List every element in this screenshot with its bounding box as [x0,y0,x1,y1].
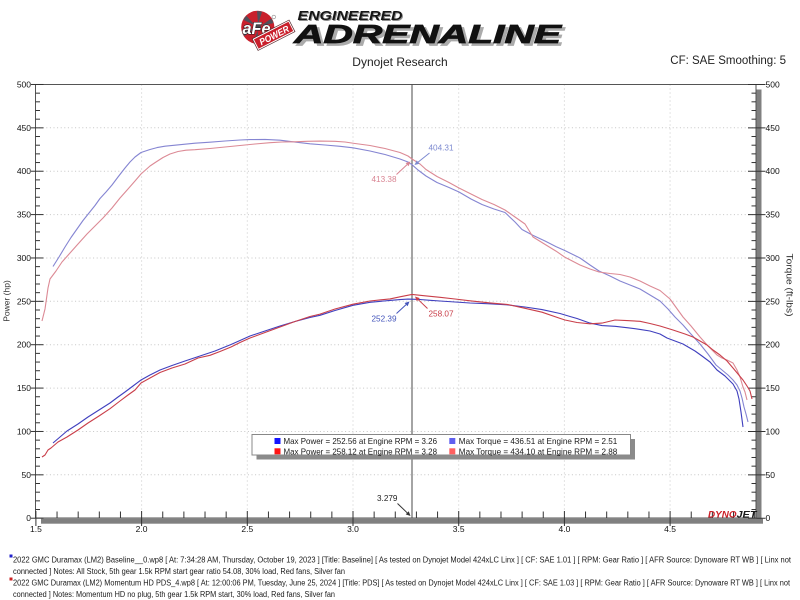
svg-text:450: 450 [17,123,31,133]
svg-text:300: 300 [766,253,780,263]
svg-text:3.279: 3.279 [377,494,398,503]
svg-text:0: 0 [26,513,31,523]
svg-text:Power (hp): Power (hp) [2,280,12,322]
svg-text:Max Torque = 436.51 at Engine: Max Torque = 436.51 at Engine RPM = 2.51 [459,437,618,446]
svg-text:4.0: 4.0 [558,524,570,534]
svg-text:450: 450 [766,123,780,133]
svg-text:50: 50 [766,470,776,480]
svg-text:ENGINEERED: ENGINEERED [299,10,404,24]
svg-text:CF: SAE Smoothing: 5: CF: SAE Smoothing: 5 [670,55,786,67]
svg-text:connected ] Notes: All Stock,: connected ] Notes: All Stock, 5th gear 1… [13,567,345,576]
svg-text:DYNO: DYNO [708,510,737,521]
svg-text:2.0: 2.0 [136,524,148,534]
svg-text:350: 350 [17,210,31,220]
svg-text:Max Torque = 434.10 at Engine: Max Torque = 434.10 at Engine RPM = 2.88 [459,447,618,456]
svg-text:ENGINEERED: ENGINEERED [298,9,403,23]
svg-text:2022 GMC Duramax (LM2) Momentu: 2022 GMC Duramax (LM2) Momentum HD PDS_4… [13,579,791,588]
svg-text:2022 GMC Duramax (LM2) Baselin: 2022 GMC Duramax (LM2) Baseline__0.wp8 [… [13,556,792,565]
svg-text:150: 150 [17,383,31,393]
svg-text:2.5: 2.5 [241,524,253,534]
svg-text:250: 250 [766,296,780,306]
svg-text:Torque (ft-lbs): Torque (ft-lbs) [785,254,795,317]
svg-text:0: 0 [766,513,771,523]
svg-text:100: 100 [17,427,31,437]
svg-text:ADRENALINE: ADRENALINE [292,19,562,49]
svg-text:Dynojet Research: Dynojet Research [352,55,447,69]
svg-text:connected ] Notes: Momentum HD: connected ] Notes: Momentum HD no plug, … [13,590,335,599]
svg-text:400: 400 [766,166,780,176]
svg-text:200: 200 [766,340,780,350]
svg-text:350: 350 [766,210,780,220]
svg-text:Max Power = 252.56 at Engine R: Max Power = 252.56 at Engine RPM = 3.26 [284,437,438,446]
svg-text:413.38: 413.38 [372,175,397,184]
svg-text:50: 50 [22,470,32,480]
svg-text:300: 300 [17,253,31,263]
svg-text:3.0: 3.0 [347,524,359,534]
svg-text:252.39: 252.39 [372,315,397,324]
svg-text:258.07: 258.07 [429,310,454,319]
svg-text:3.5: 3.5 [453,524,465,534]
svg-text:200: 200 [17,340,31,350]
svg-text:Max Power = 258.12 at Engine R: Max Power = 258.12 at Engine RPM = 3.28 [284,447,438,456]
svg-text:500: 500 [766,80,780,90]
svg-text:100: 100 [766,427,780,437]
svg-text:150: 150 [766,383,780,393]
svg-text:250: 250 [17,296,31,306]
svg-text:ADRENALINE: ADRENALINE [295,21,565,51]
svg-text:404.31: 404.31 [429,144,454,153]
svg-text:1.5: 1.5 [30,524,42,534]
svg-text:4.5: 4.5 [664,524,676,534]
svg-text:JET: JET [737,510,758,521]
svg-text:400: 400 [17,166,31,176]
svg-text:500: 500 [17,80,31,90]
